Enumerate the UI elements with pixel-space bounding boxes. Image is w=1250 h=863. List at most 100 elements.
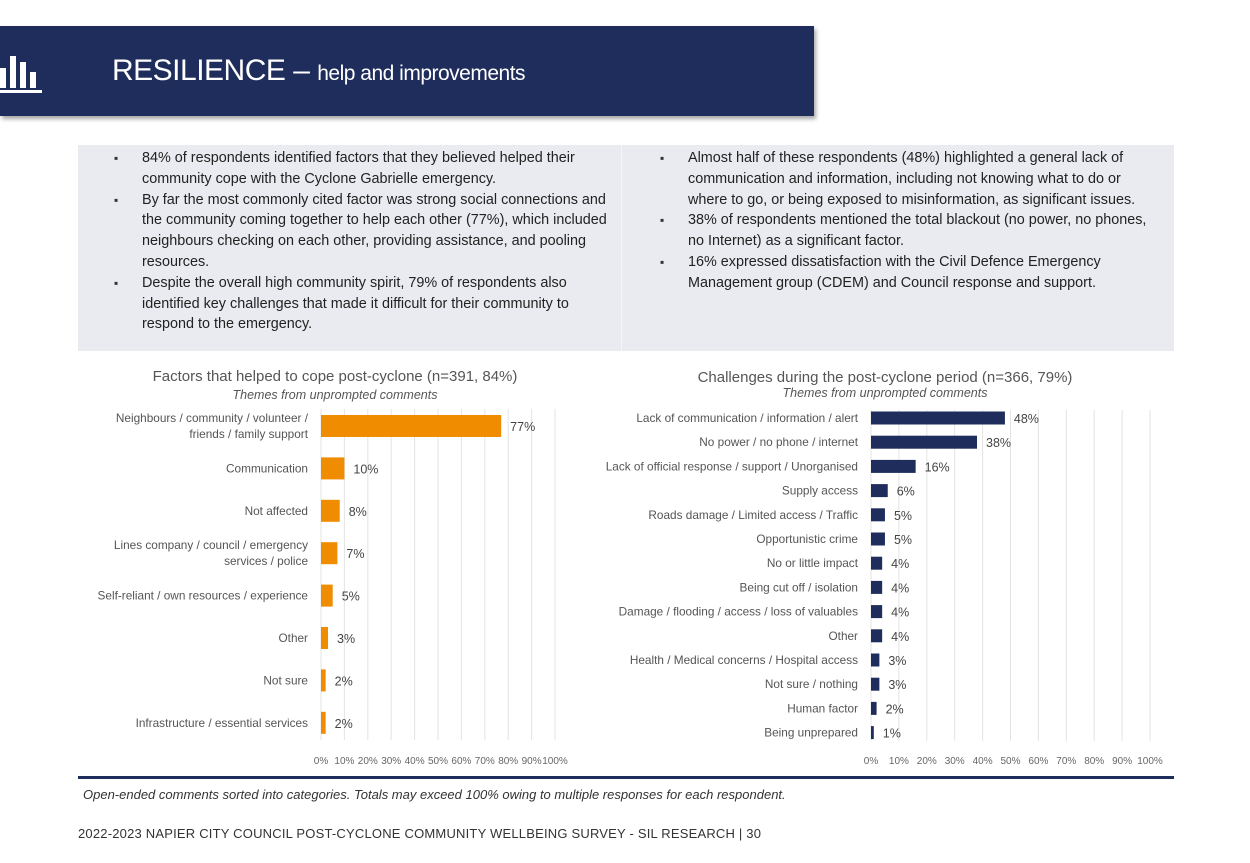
left-category-label: Other [278,631,308,645]
right-value-label: 4% [891,581,909,595]
header-banner: RESILIENCE – help and improvements [0,26,814,116]
left-category-label: Self-reliant / own resources / experienc… [98,589,309,603]
left-bar [321,499,340,522]
right-bar [871,701,877,715]
right-value-label: 38% [986,436,1011,450]
left-x-tick-label: 90% [522,756,542,767]
page-title-main: RESILIENCE – [112,54,318,87]
summary-bullet: 16% expressed dissatisfaction with the C… [660,252,1160,294]
summary-box: 84% of respondents identified factors th… [78,145,1174,351]
left-value-label: 8% [349,505,367,519]
left-x-tick-label: 80% [498,756,518,767]
left-bar [321,711,326,734]
right-bar [871,411,1005,425]
right-value-label: 3% [888,678,906,692]
right-bar [871,508,885,522]
right-x-tick-label: 30% [945,756,965,767]
left-category-label: services / police [224,554,308,568]
left-value-label: 5% [342,590,360,604]
right-value-label: 1% [883,727,901,741]
left-value-label: 2% [335,674,353,688]
page-title-sub: help and improvements [317,62,526,85]
right-category-label: Supply access [782,484,858,498]
left-value-label: 7% [346,547,364,561]
right-x-tick-label: 20% [917,756,937,767]
left-category-label: Not affected [245,504,308,518]
right-x-tick-label: 50% [1000,756,1020,767]
right-category-label: Damage / flooding / access / loss of val… [619,605,858,619]
right-value-label: 4% [891,606,909,620]
left-category-label: Communication [226,461,308,475]
right-value-label: 5% [894,509,912,523]
right-value-label: 6% [897,485,915,499]
right-bar [871,484,888,498]
left-value-label: 3% [337,632,355,646]
right-value-label: 4% [891,630,909,644]
left-category-label: Not sure [263,673,308,687]
left-x-tick-label: 40% [405,756,425,767]
right-x-tick-label: 80% [1084,756,1104,767]
bottom-rule [78,776,1174,779]
right-value-label: 48% [1014,412,1039,426]
right-bar [871,653,880,667]
left-value-label: 10% [353,462,378,476]
right-x-tick-label: 100% [1137,756,1163,767]
right-category-label: Not sure / nothing [765,677,858,691]
right-value-label: 5% [894,533,912,547]
right-x-tick-label: 60% [1028,756,1048,767]
left-x-tick-label: 60% [451,756,471,767]
right-bar [871,726,874,740]
left-bar [321,542,338,565]
left-bar [321,415,502,437]
left-bar [321,627,329,649]
page-footer: 2022-2023 NAPIER CITY COUNCIL POST-CYCLO… [78,826,762,841]
summary-bullet: Almost half of these respondents (48%) h… [660,148,1160,210]
right-category-label: No or little impact [767,556,859,570]
right-value-label: 2% [886,702,904,716]
left-x-tick-label: 70% [475,756,495,767]
right-x-tick-label: 10% [889,756,909,767]
right-value-label: 16% [925,460,950,474]
left-chart-title: Factors that helped to cope post-cyclone… [152,368,518,385]
left-category-label: Infrastructure / essential services [136,716,309,730]
right-category-label: Lack of communication / information / al… [636,411,858,425]
left-x-tick-label: 30% [381,756,401,767]
left-x-tick-label: 50% [428,756,448,767]
right-chart-title: Challenges during the post-cyclone perio… [697,369,1073,386]
left-bar [321,584,333,607]
right-value-label: 4% [891,557,909,571]
right-x-tick-label: 70% [1056,756,1076,767]
right-x-tick-label: 0% [864,756,879,767]
right-bar [871,580,883,594]
right-category-label: Lack of official response / support / Un… [606,459,858,473]
summary-bullet: Despite the overall high community spiri… [114,273,624,335]
right-category-label: Health / Medical concerns / Hospital acc… [630,653,858,667]
left-x-tick-label: 10% [334,756,354,767]
right-x-tick-label: 90% [1112,756,1132,767]
summary-right-column: Almost half of these respondents (48%) h… [660,148,1160,294]
page-title: RESILIENCE – help and improvements [112,54,526,88]
right-category-label: Roads damage / Limited access / Traffic [648,508,858,522]
right-category-label: No power / no phone / internet [699,435,858,449]
right-bar [871,435,978,449]
right-bar [871,677,880,691]
right-category-label: Being cut off / isolation [740,580,858,594]
bar-chart-icon [0,56,42,93]
right-x-tick-label: 40% [973,756,993,767]
left-x-tick-label: 20% [358,756,378,767]
left-chart-subtitle: Themes from unprompted comments [232,388,438,402]
left-x-tick-label: 100% [542,756,568,767]
right-category-label: Human factor [787,701,858,715]
summary-bullet: By far the most commonly cited factor wa… [114,190,624,273]
left-x-tick-label: 0% [314,756,329,767]
left-bar [321,457,345,480]
summary-left-column: 84% of respondents identified factors th… [114,148,624,335]
right-category-label: Other [828,629,858,643]
left-category-label: friends / family support [189,427,308,441]
right-chart-subtitle: Themes from unprompted comments [782,386,988,400]
right-bar [871,556,883,570]
footnote: Open-ended comments sorted into categori… [83,787,786,802]
right-bar [871,459,916,473]
left-bar [321,669,326,692]
